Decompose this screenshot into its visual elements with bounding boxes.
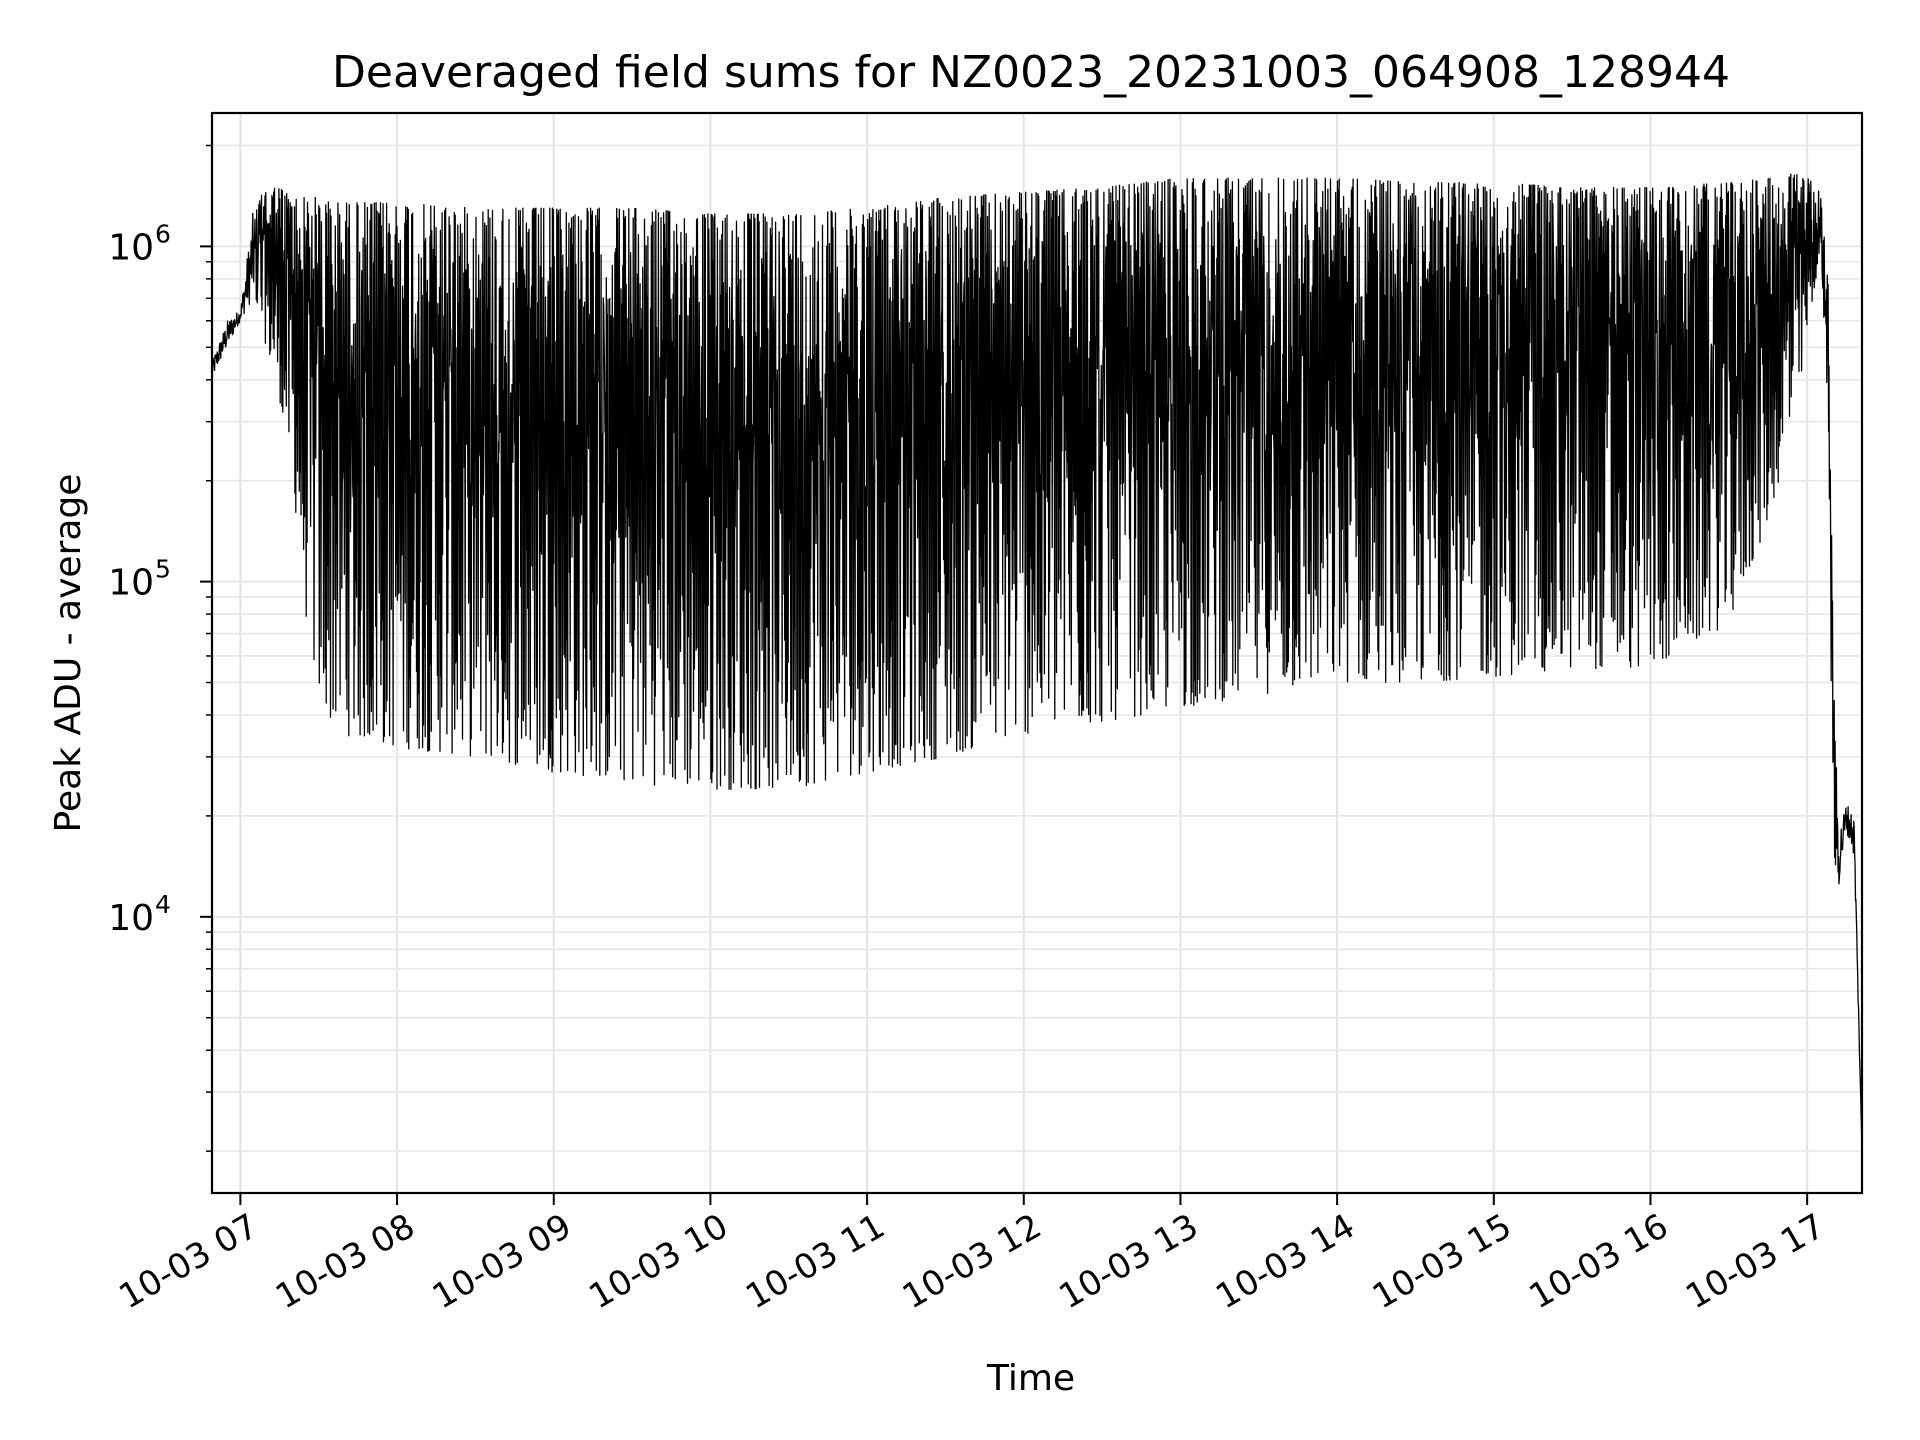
data-series [211, 173, 1863, 1152]
y-tick-base: 10 [108, 563, 154, 604]
y-tick-exponent: 5 [155, 555, 171, 584]
y-tick-exponent: 6 [155, 219, 171, 248]
axes [210, 111, 1864, 1195]
y-tick-label: 10 6 [108, 219, 171, 268]
series-line [211, 173, 1863, 1152]
y-tick-label: 10 4 [108, 890, 171, 939]
plot-frame [210, 111, 1864, 1195]
y-tick-exponent: 4 [155, 890, 171, 919]
y-tick-base: 10 [108, 227, 154, 268]
y-tick-base: 10 [108, 898, 154, 939]
chart-title: Deaveraged field sums for NZ0023_2023100… [332, 47, 1730, 98]
x-axis-label: Time [986, 1358, 1075, 1399]
y-tick-label: 10 5 [108, 555, 171, 604]
y-axis-label: Peak ADU - average [48, 474, 89, 833]
